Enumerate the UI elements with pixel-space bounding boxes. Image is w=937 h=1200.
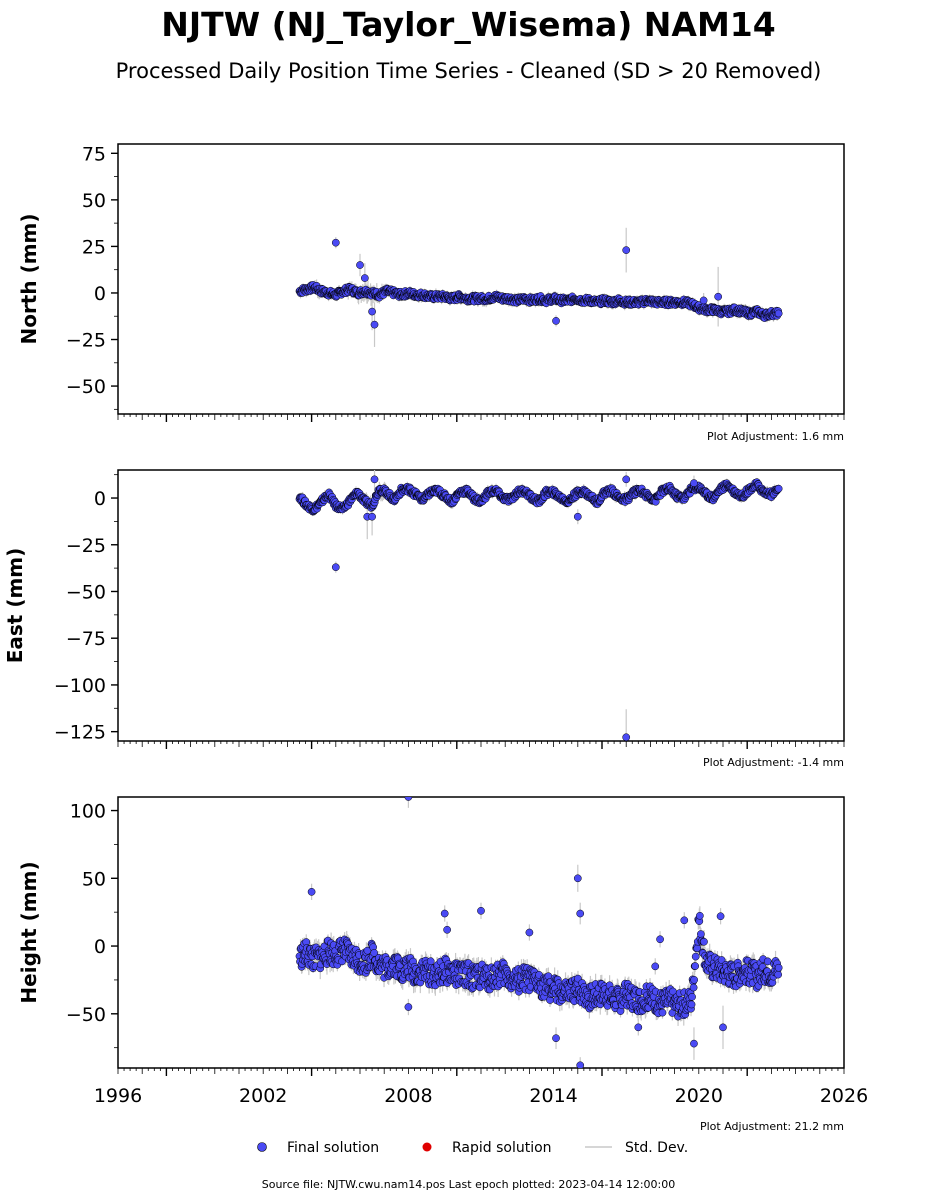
y-tick-label: 75 [82, 143, 106, 165]
panel-2: 0 −25 −50 −75 −100 −125 East (mm) Plot Adjustme… [3, 469, 845, 769]
data-layer [295, 470, 783, 741]
x-ticks [117, 741, 845, 749]
y-tick-label: −50 [66, 581, 106, 603]
y-tick-label: 50 [82, 190, 106, 212]
final-solution-point [622, 246, 631, 254]
final-solution-point [714, 292, 723, 301]
final-solution-point [690, 479, 698, 487]
y-tick-label: 0 [94, 283, 106, 305]
final-solution-point [331, 563, 340, 572]
y-ticks [111, 474, 118, 733]
plot-adjustment-note: Plot Adjustment: 21.2 mm [700, 1120, 844, 1133]
final-solution-point [368, 512, 376, 521]
y-tick-label: −25 [66, 535, 106, 557]
x-ticks [117, 414, 845, 422]
y-tick-label: 0 [94, 488, 106, 510]
final-solution-point [368, 307, 376, 316]
chart-title: NJTW (NJ_Taylor_Wisema) NAM14 [161, 5, 775, 44]
x-tick-label: 2002 [239, 1085, 287, 1107]
y-tick-label: 25 [82, 236, 106, 258]
x-tick-label: 2020 [675, 1085, 723, 1107]
panels: 75 50 25 0 −25 −50 North (mm) Plot Adjustment: … [3, 143, 868, 1133]
panel-frame [117, 143, 845, 415]
y-tick-label: −125 [54, 722, 106, 744]
final-solution-point [774, 484, 783, 493]
final-solution-point [774, 309, 783, 318]
final-solution-point [622, 475, 631, 484]
final-solution-point [370, 320, 379, 329]
y-ticks [111, 152, 118, 410]
final-solution-points [295, 238, 783, 329]
final-solution-point [552, 317, 560, 325]
panel-frame [117, 796, 845, 1069]
final-solution-point [331, 238, 340, 247]
final-solution-point [573, 512, 582, 521]
plot-adjustment-note: Plot Adjustment: 1.6 mm [707, 430, 844, 443]
final-solution-points [295, 475, 783, 741]
final-solution-point [356, 261, 364, 269]
y-tick-label: 0 [94, 936, 106, 958]
x-tick-label: 2014 [529, 1085, 577, 1107]
plot-adjustment-note: Plot Adjustment: -1.4 mm [703, 756, 844, 769]
data-layer [295, 227, 783, 347]
y-tick-label: −50 [66, 1004, 106, 1026]
x-tick-label: 2008 [384, 1085, 432, 1107]
y-axis-label: Height (mm) [17, 861, 41, 1003]
x-tick-label: 2026 [820, 1085, 868, 1107]
y-tick-label: 50 [82, 868, 106, 890]
panel-3: 1996 2002 2008 2014 2020 2026 100 50 0 −50 Height … [17, 796, 868, 1133]
y-tick-label: −50 [66, 376, 106, 398]
y-axis-label: North (mm) [17, 213, 41, 344]
y-tick-label: 100 [70, 801, 106, 823]
final-solution-point [370, 475, 379, 484]
y-axis-label: East (mm) [3, 548, 27, 664]
panel-frame [117, 469, 845, 742]
x-ticks [117, 1068, 845, 1076]
y-tick-label: −100 [54, 675, 106, 697]
final-solution-point [699, 296, 708, 305]
chart-subtitle: Processed Daily Position Time Series - C… [116, 59, 822, 83]
final-solution-point [622, 733, 631, 741]
x-tick-label: 1996 [94, 1085, 142, 1107]
y-tick-label: −75 [66, 628, 106, 650]
y-ticks [111, 809, 118, 1049]
final-solution-point [360, 274, 369, 282]
panel-1: 75 50 25 0 −25 −50 North (mm) Plot Adjustment: … [17, 143, 845, 443]
data-layer [295, 797, 783, 1068]
y-tick-label: −25 [66, 330, 106, 352]
